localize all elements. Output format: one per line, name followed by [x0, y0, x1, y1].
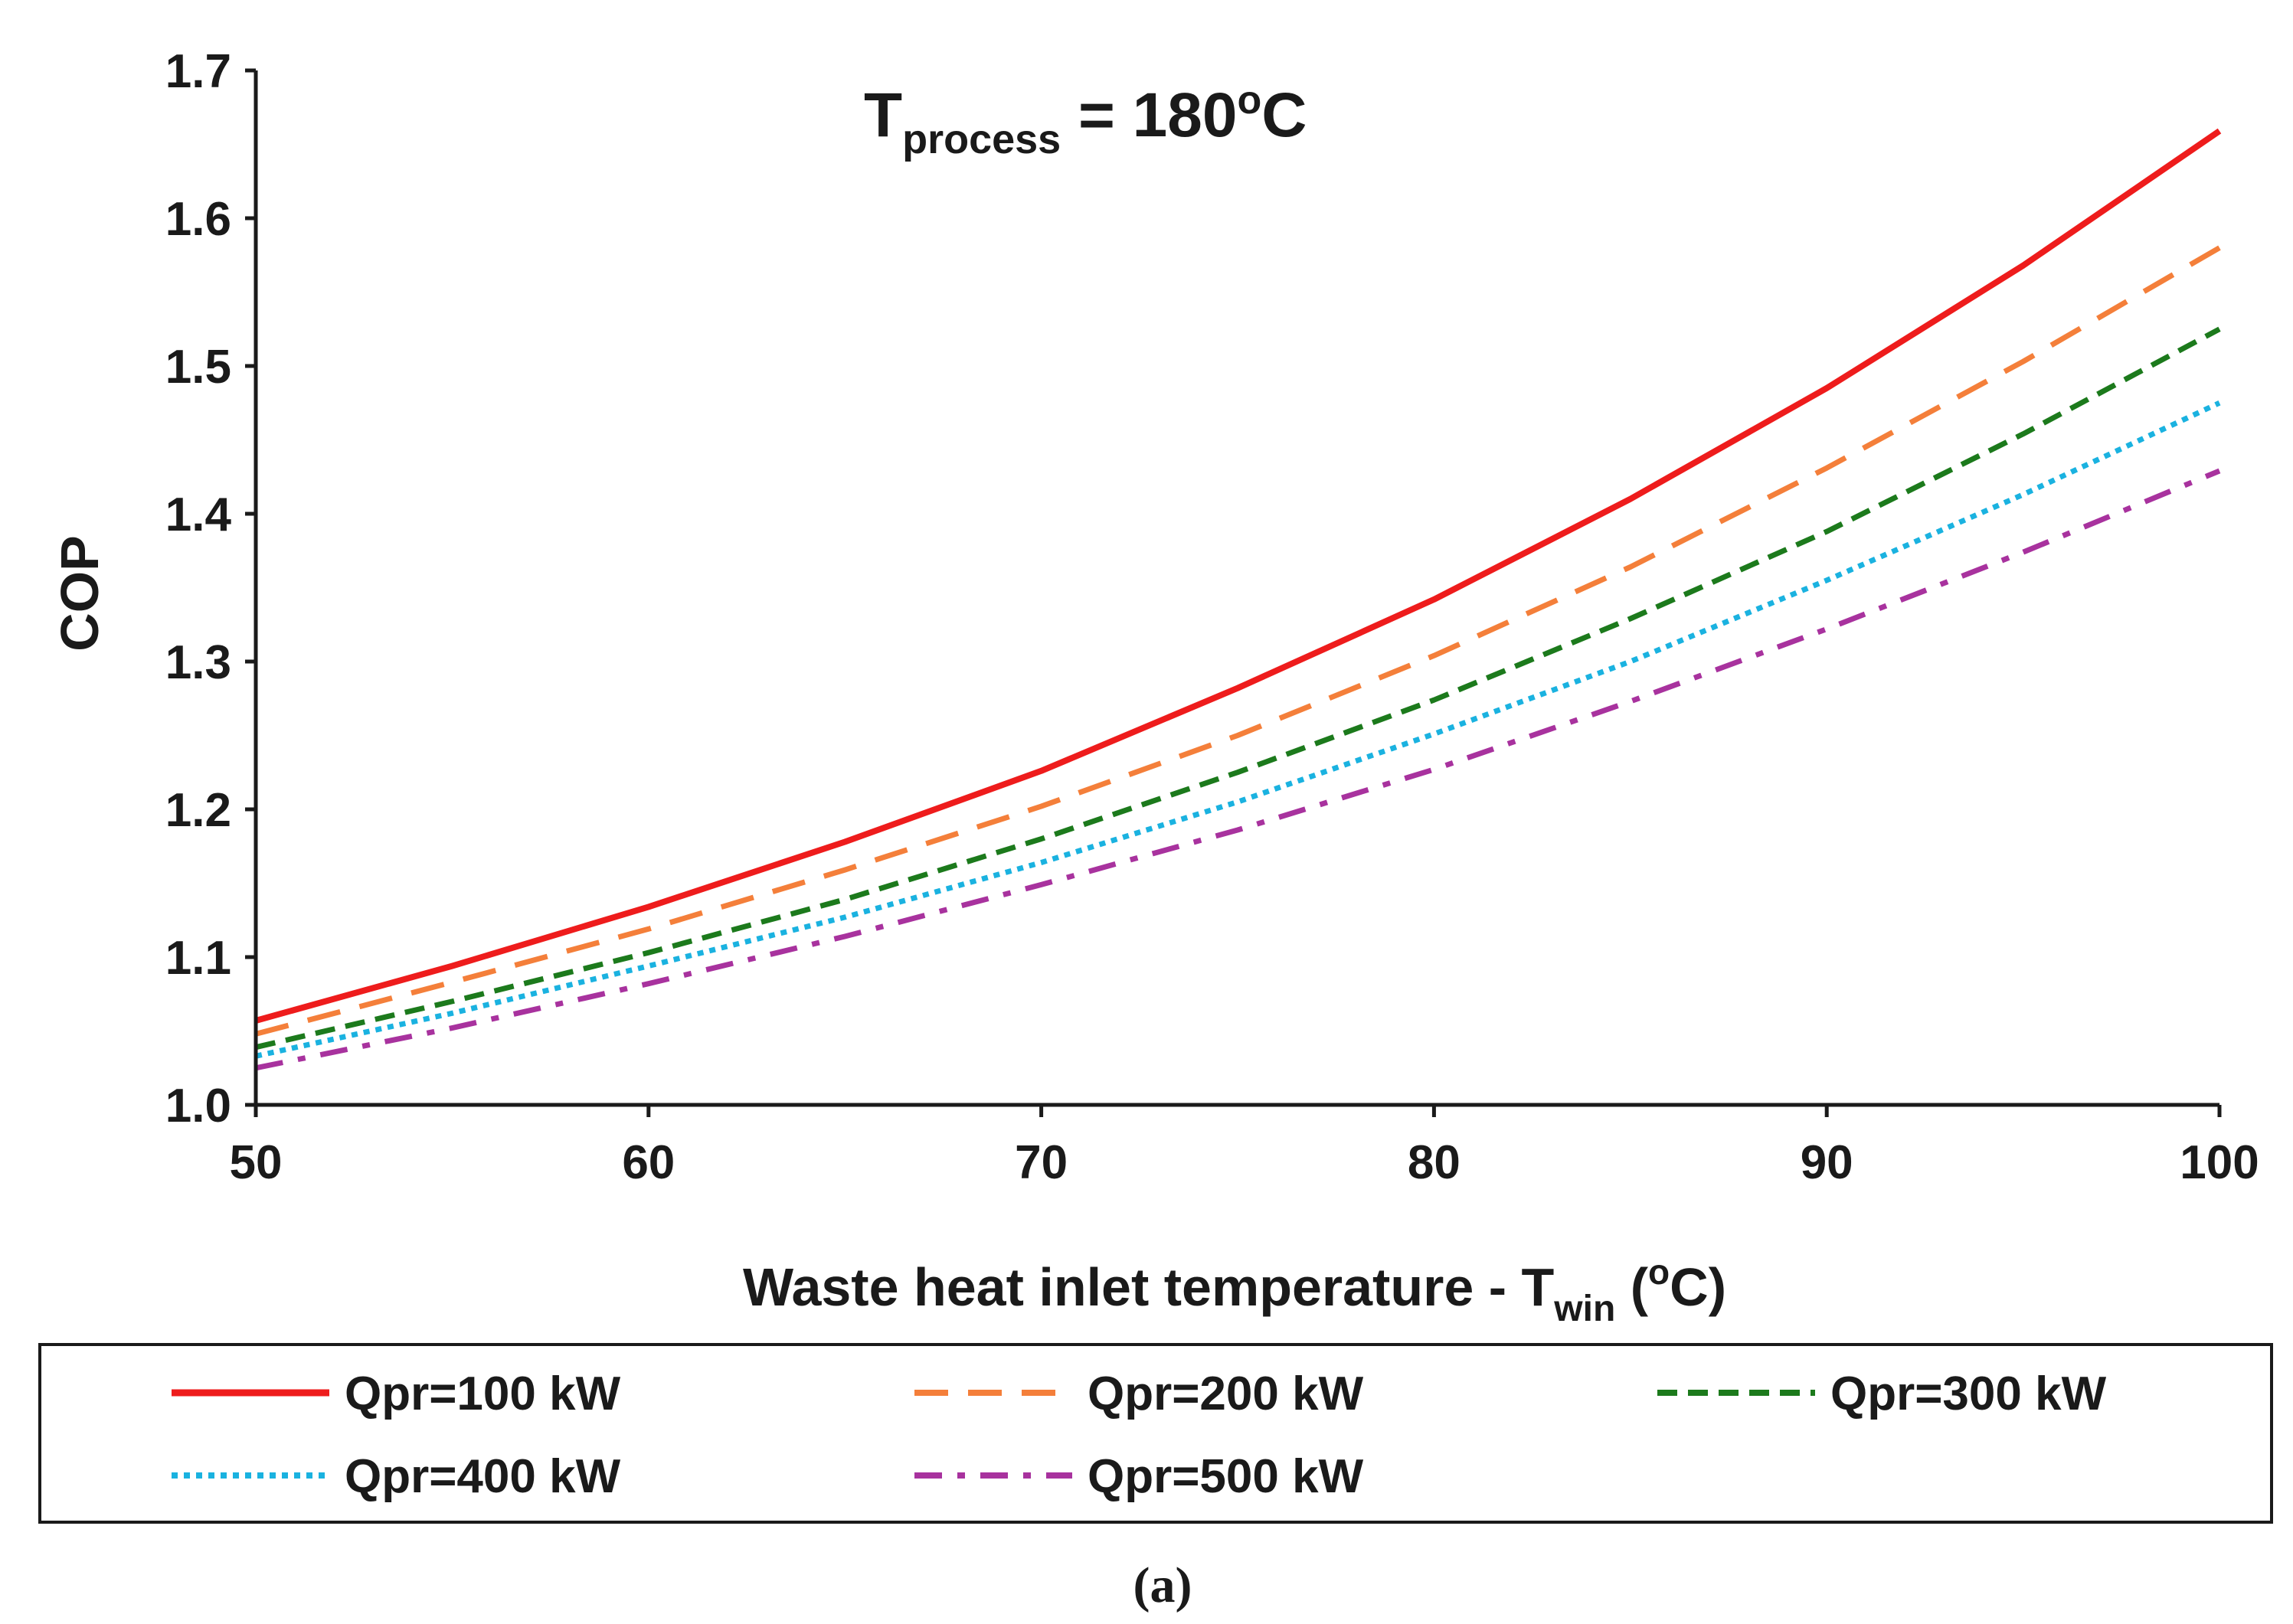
axes	[245, 68, 2222, 1117]
legend-label-5: Qpr=500 kW	[1088, 1450, 1364, 1503]
legend-label-4: Qpr=400 kW	[345, 1450, 621, 1503]
legend: Qpr=100 kW Qpr=200 kW Qpr=300 kW Qpr=400 kW…	[172, 1367, 2107, 1503]
legend-box	[38, 1343, 2273, 1524]
legend-label-1: Qpr=100 kW	[345, 1367, 621, 1420]
series-line-1	[254, 128, 2222, 1024]
y-tick-label: 1.7	[165, 45, 231, 98]
x-tick-label: 80	[1408, 1136, 1461, 1189]
series-line-4	[255, 400, 2221, 1059]
y-tick-label: 1.2	[165, 784, 231, 837]
chart-title-unit: C	[1261, 80, 1307, 150]
x-tick-label: 70	[1015, 1136, 1068, 1189]
series-line-5	[255, 468, 2221, 1071]
y-tick-label: 1.4	[165, 489, 232, 541]
y-tick-label: 1.0	[165, 1080, 231, 1132]
figure-caption: (a)	[1133, 1557, 1192, 1613]
plot-lines	[254, 128, 2222, 1071]
x-axis-label-subscript: win	[1553, 1289, 1615, 1329]
x-tick-label: 60	[622, 1136, 675, 1189]
legend-label-3: Qpr=300 kW	[1830, 1367, 2107, 1420]
y-axis-label: COP	[50, 535, 110, 652]
x-tick-label: 100	[2180, 1136, 2259, 1189]
y-tick-label: 1.3	[165, 636, 231, 689]
x-tick-label: 90	[1801, 1136, 1853, 1189]
chart-title-subscript: process	[902, 116, 1061, 162]
legend-label-2: Qpr=200 kW	[1088, 1367, 1364, 1420]
y-tick-label: 1.6	[165, 193, 231, 246]
tick-labels: 1.0 1.1 1.2 1.3 1.4 1.5 1.6 1.7 50 60 70 80 90 100	[165, 45, 2259, 1189]
x-tick-label: 50	[230, 1136, 283, 1189]
chart-title-prefix: T	[864, 80, 902, 150]
series-line-2	[255, 245, 2221, 1037]
chart-title-superscript: o	[1237, 78, 1261, 123]
x-axis-label: Waste heat inlet temperature - Twin (oC)	[743, 1252, 1726, 1329]
series-line-3	[255, 326, 2221, 1051]
x-axis-label-close: C)	[1670, 1257, 1726, 1317]
y-tick-label: 1.1	[165, 932, 231, 985]
chart-title-suffix: = 180	[1061, 80, 1237, 150]
y-tick-label: 1.5	[165, 341, 231, 394]
x-axis-label-main: Waste heat inlet temperature - T	[743, 1257, 1554, 1317]
chart-title: Tprocess = 180oC	[864, 78, 1307, 162]
x-axis-label-superscript: o	[1648, 1252, 1670, 1292]
x-axis-label-open: (	[1615, 1257, 1648, 1317]
